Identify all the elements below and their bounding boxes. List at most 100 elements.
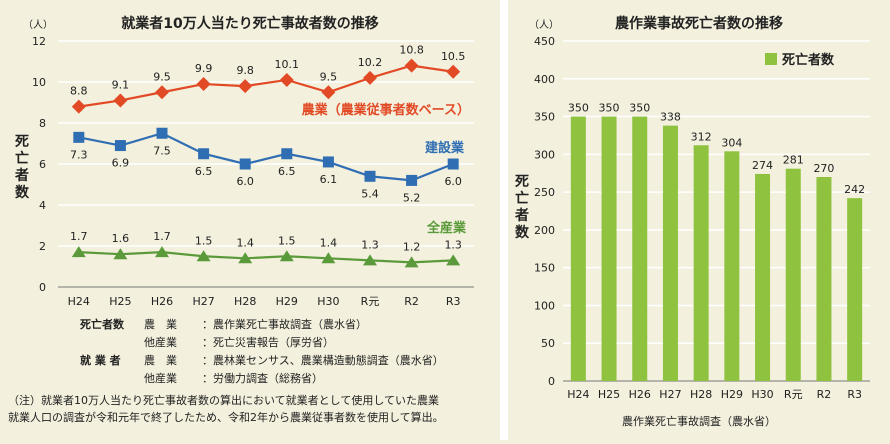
data-point-square	[114, 140, 126, 152]
x-tick-label: R2	[817, 388, 832, 401]
data-label: 1.5	[195, 234, 213, 247]
source-row: 就 業 者 農 業 ：農林業センサス、農業構造動態調査（農水省）	[80, 352, 444, 370]
data-point-triangle	[113, 248, 128, 260]
y-tick-label: 200	[534, 224, 555, 237]
data-point-square	[156, 127, 168, 139]
source-text: ：死亡災害報告（厚労省）	[202, 336, 334, 349]
data-point-diamond	[113, 93, 128, 108]
footnote: （注）就業者10万人当たり死亡事故者数の算出において就業者として使用していた農業…	[8, 392, 498, 426]
data-point-triangle	[155, 246, 169, 258]
bar-chart: 農作業事故死亡者数の推移 （人） 0 50 100 150 200 250 300 350 400 4…	[514, 15, 870, 428]
bar	[662, 125, 678, 381]
line-chart: 就業者10万人当たり死亡事故者数の推移 （人） 0 2 4 6 8 10 12 死亡者数 H24 H2…	[14, 15, 474, 308]
x-tick-label: H26	[151, 295, 173, 308]
y-tick-label: 12	[32, 35, 46, 48]
x-tick-label: R2	[404, 295, 419, 308]
source-row: 他産業 ：労働力調査（総務省）	[80, 370, 444, 388]
series-line	[78, 251, 454, 264]
bar	[693, 145, 709, 381]
y-axis-label-char: 亡	[515, 190, 529, 207]
bar-value-label: 242	[844, 183, 865, 196]
y-tick-label: 450	[534, 35, 555, 48]
y-axis-label-char: 亡	[15, 150, 29, 167]
y-axis-label-char: 者	[15, 168, 29, 184]
x-tick-label: H24	[68, 295, 90, 308]
y-tick-label: 300	[534, 148, 555, 161]
panel-divider	[500, 0, 508, 440]
bar	[847, 198, 863, 381]
y-tick-label: 400	[534, 73, 555, 86]
footnote-line: （注）就業者10万人当たり死亡事故者数の算出において就業者として使用していた農業	[8, 394, 440, 407]
data-point-triangle	[363, 254, 377, 266]
y-axis-label-char: 死	[14, 134, 29, 150]
bar	[570, 116, 586, 382]
data-label: 9.1	[112, 78, 130, 91]
data-point-diamond	[279, 72, 294, 87]
data-label: 1.3	[361, 238, 379, 251]
data-label: 10.2	[358, 56, 383, 69]
y-unit-label: （人）	[529, 19, 559, 31]
source-key	[80, 334, 144, 352]
x-tick-label: H27	[659, 388, 681, 401]
data-point-square	[198, 148, 210, 160]
footnote-line: 就業人口の調査が令和元年で終了したため、令和2年から農業従事者数を使用して算出。	[8, 411, 444, 424]
bar-value-label: 304	[721, 136, 742, 149]
data-label: 1.4	[236, 236, 254, 249]
bar-value-label: 281	[783, 154, 804, 167]
bar	[816, 177, 832, 381]
bar	[601, 116, 617, 382]
x-tick-label: R3	[446, 295, 461, 308]
series-line	[78, 64, 454, 108]
legend-swatch	[765, 53, 777, 65]
data-label: 7.5	[153, 144, 171, 157]
y-tick-label: 0	[39, 281, 46, 294]
data-label: 6.0	[236, 175, 254, 188]
data-point-diamond	[238, 79, 253, 94]
x-tick-label: H25	[109, 295, 131, 308]
data-point-diamond	[321, 85, 336, 100]
y-tick-label: 10	[32, 76, 46, 89]
x-tick-label: H30	[317, 295, 339, 308]
data-point-triangle	[71, 246, 86, 258]
y-tick-label: 4	[39, 199, 46, 212]
legend-label: 死亡者数	[782, 52, 835, 68]
x-tick-label: H25	[598, 388, 620, 401]
bar	[632, 116, 648, 382]
data-point-square	[406, 174, 418, 186]
data-label: 6.1	[320, 173, 338, 186]
y-tick-label: 100	[534, 299, 555, 312]
data-label: 6.9	[112, 157, 130, 170]
x-tick-label: H29	[276, 295, 298, 308]
chart-title: 農作業事故死亡者数の推移	[615, 15, 783, 32]
source-sub: 他産業	[144, 372, 177, 385]
data-point-triangle	[238, 252, 253, 264]
data-point-square	[447, 158, 459, 170]
data-label: 1.5	[278, 234, 296, 247]
x-axis-label: 農作業死亡事故調査（農水省）	[622, 414, 776, 428]
data-point-square	[364, 170, 376, 182]
data-label: 1.2	[403, 240, 421, 253]
y-tick-label: 150	[534, 262, 555, 275]
source-sub: 他産業	[144, 336, 177, 349]
data-point-diamond	[404, 58, 419, 73]
bar-value-label: 312	[691, 130, 712, 143]
data-label: 9.9	[195, 62, 213, 75]
data-label: 5.4	[361, 187, 379, 200]
data-label: 1.3	[444, 238, 462, 251]
data-point-triangle	[196, 250, 211, 262]
chart-title: 就業者10万人当たり死亡事故者数の推移	[121, 15, 378, 32]
data-point-triangle	[404, 256, 419, 268]
data-label: 8.8	[70, 85, 88, 98]
source-row: 他産業 ：死亡災害報告（厚労省）	[80, 334, 444, 352]
y-tick-label: 2	[39, 240, 46, 253]
bar-value-label: 350	[629, 102, 650, 115]
series-name-label: 農業（農業従事者数ベース）	[302, 102, 470, 118]
data-label: 6.5	[195, 165, 213, 178]
y-tick-label: 8	[39, 117, 46, 130]
data-label: 10.5	[441, 50, 466, 63]
data-point-triangle	[279, 250, 294, 262]
bar-value-label: 274	[752, 159, 773, 172]
data-label: 6.0	[444, 175, 462, 188]
source-key	[80, 370, 144, 388]
